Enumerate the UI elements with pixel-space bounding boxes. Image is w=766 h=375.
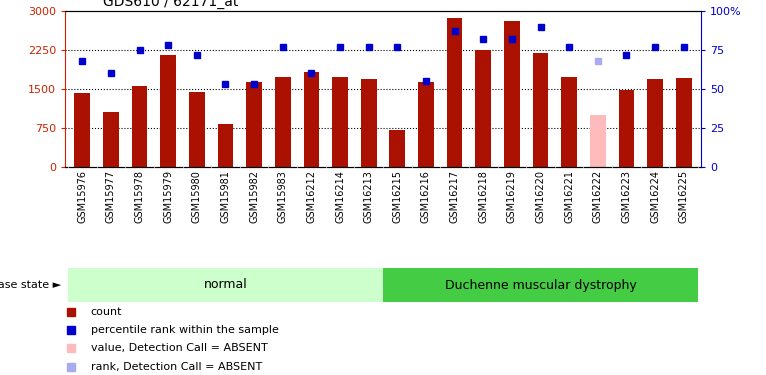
Text: GSM15982: GSM15982 [249,170,259,223]
Text: count: count [90,307,122,317]
Bar [218,124,234,167]
Text: normal: normal [204,279,247,291]
Text: GSM16222: GSM16222 [593,170,603,223]
Text: rank, Detection Call = ABSENT: rank, Detection Call = ABSENT [90,362,262,372]
Bar [303,72,319,167]
Text: GSM15978: GSM15978 [135,170,145,223]
Text: GSM15976: GSM15976 [77,170,87,223]
Text: GSM16212: GSM16212 [306,170,316,223]
Bar [132,86,147,167]
Text: GSM16213: GSM16213 [364,170,374,223]
Bar [619,90,634,167]
Text: GSM16217: GSM16217 [450,170,460,223]
Text: GSM16214: GSM16214 [335,170,345,223]
Bar [561,77,577,167]
Bar [74,93,90,167]
Bar [189,92,205,167]
Text: disease state ►: disease state ► [0,280,61,290]
Text: GSM15983: GSM15983 [278,170,288,223]
Text: GDS610 / 62171_at: GDS610 / 62171_at [103,0,239,9]
Text: GSM16224: GSM16224 [650,170,660,223]
Text: GSM16221: GSM16221 [564,170,574,223]
Bar [476,50,491,167]
Bar [160,56,176,167]
Bar [68,268,383,302]
Text: GSM16223: GSM16223 [621,170,631,223]
Text: GSM15981: GSM15981 [221,170,231,223]
Bar [532,53,548,167]
Text: GSM16220: GSM16220 [535,170,545,223]
Text: GSM15980: GSM15980 [192,170,202,223]
Bar [418,82,434,167]
Text: GSM16216: GSM16216 [421,170,431,223]
Text: GSM16215: GSM16215 [392,170,402,223]
Bar [590,115,606,167]
Bar [332,77,348,167]
Bar [504,21,520,167]
Text: GSM16218: GSM16218 [478,170,488,223]
Text: percentile rank within the sample: percentile rank within the sample [90,325,278,335]
Bar [103,112,119,167]
Text: GSM16219: GSM16219 [507,170,517,223]
Text: GSM15979: GSM15979 [163,170,173,223]
Bar [383,268,698,302]
Bar [676,78,692,167]
Bar [275,77,290,167]
Text: GSM15977: GSM15977 [106,170,116,223]
Bar [647,79,663,167]
Bar [361,79,377,167]
Bar [447,18,463,167]
Text: GSM16225: GSM16225 [679,170,689,223]
Bar [389,129,405,167]
Text: value, Detection Call = ABSENT: value, Detection Call = ABSENT [90,343,267,353]
Bar [246,82,262,167]
Text: Duchenne muscular dystrophy: Duchenne muscular dystrophy [444,279,637,291]
